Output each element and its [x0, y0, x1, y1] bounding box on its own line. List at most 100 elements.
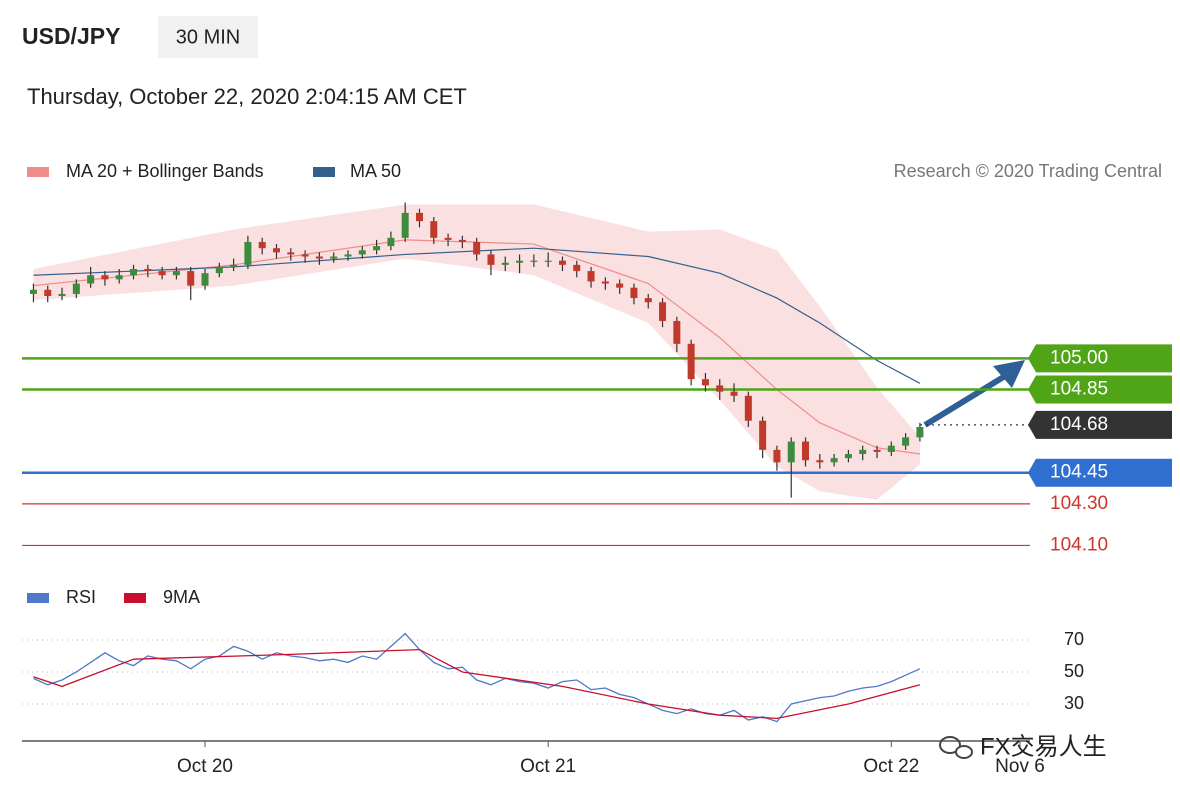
candle-body	[601, 281, 609, 284]
candle-body	[516, 260, 524, 263]
level-tag	[1028, 375, 1172, 404]
candle-body	[744, 395, 752, 421]
candle-body	[530, 260, 538, 262]
candle-body	[101, 275, 109, 280]
legend-swatch	[27, 593, 49, 603]
timestamp: Thursday, October 22, 2020 2:04:15 AM CE…	[27, 84, 467, 109]
candle-body	[630, 287, 638, 299]
candle-body	[130, 268, 138, 276]
candle-body	[72, 283, 80, 294]
forecast-arrowhead	[993, 360, 1025, 388]
candle-body	[29, 289, 37, 294]
candle-body	[687, 343, 695, 380]
candle-body	[230, 264, 238, 267]
level-label: 105.00	[1050, 347, 1108, 368]
candle-body	[115, 275, 123, 280]
x-tick-label: Oct 21	[520, 756, 576, 777]
y-tick-label: 70	[1064, 629, 1084, 649]
level-label: 104.45	[1050, 462, 1108, 483]
candle-body	[844, 453, 852, 459]
candle-body	[830, 458, 838, 463]
candle-body	[444, 237, 452, 240]
candle-body	[716, 385, 724, 392]
candle-body	[158, 271, 166, 276]
candle-body	[287, 252, 295, 255]
candle-body	[787, 441, 795, 463]
candle-body	[887, 445, 895, 452]
candle-body	[616, 283, 624, 288]
candle-body	[244, 241, 252, 265]
legend-swatch	[124, 593, 146, 603]
series-line	[33, 632, 921, 723]
candle-body	[573, 264, 581, 272]
candle-body	[144, 268, 152, 272]
level-tag	[1028, 458, 1172, 487]
candle-body	[587, 271, 595, 282]
x-tick-label: Oct 22	[863, 756, 919, 777]
candle-body	[759, 420, 767, 450]
x-tick-label: Nov 6	[995, 756, 1045, 777]
candle-body	[330, 256, 338, 259]
candle-body	[430, 221, 438, 238]
candle-body	[373, 246, 381, 251]
candle-body	[87, 275, 95, 284]
candle-body	[301, 254, 309, 257]
level-tag	[1028, 410, 1172, 439]
candle-body	[730, 391, 738, 396]
source: Research © 2020 Trading Central	[894, 161, 1162, 181]
level-label: 104.68	[1050, 414, 1108, 435]
candle-body	[273, 248, 281, 253]
candle-body	[344, 254, 352, 257]
ma20-line	[33, 239, 920, 455]
candle-body	[458, 239, 466, 242]
watermark-icon	[939, 736, 973, 759]
candle-body	[315, 256, 323, 259]
legend-label: MA 50	[350, 161, 401, 181]
candle-body	[415, 212, 423, 222]
candle-body	[201, 273, 209, 286]
level-label: 104.30	[1050, 493, 1108, 514]
candle-body	[215, 266, 223, 274]
y-tick-label: 30	[1064, 693, 1084, 713]
forecast-arrow	[923, 370, 1012, 428]
candle-body	[902, 437, 910, 446]
symbol: USD/JPY	[22, 23, 120, 49]
series-line	[33, 648, 921, 720]
candle-body	[58, 293, 66, 297]
legend-swatch	[313, 167, 335, 177]
level-tag	[1028, 344, 1172, 373]
x-tick-label: Oct 20	[177, 756, 233, 777]
bollinger-band	[33, 204, 920, 500]
y-tick-label: 50	[1064, 661, 1084, 681]
candle-body	[387, 237, 395, 247]
candle-body	[859, 449, 867, 454]
candle-body	[673, 320, 681, 344]
legend-label: RSI	[66, 587, 96, 607]
candle-body	[544, 260, 552, 262]
candle-body	[816, 460, 824, 463]
candle-body	[473, 241, 481, 255]
watermark: FX交易人生	[980, 733, 1107, 760]
candle-body	[873, 449, 881, 452]
interval: 30 MIN	[176, 26, 240, 48]
level-label: 104.10	[1050, 534, 1108, 555]
candle-body	[802, 441, 810, 461]
candle-body	[358, 250, 366, 255]
candle-body	[44, 289, 52, 297]
candle-body	[659, 302, 667, 321]
candle-body	[401, 212, 409, 238]
candle-body	[701, 379, 709, 386]
candle-body	[501, 262, 509, 265]
legend-swatch	[27, 167, 49, 177]
candle-body	[258, 241, 266, 249]
candle-body	[558, 260, 566, 265]
candle-body	[172, 271, 180, 276]
candle-body	[187, 271, 195, 286]
legend-label: MA 20 + Bollinger Bands	[66, 161, 264, 181]
candle-body	[773, 449, 781, 463]
legend-label: 9MA	[163, 587, 200, 607]
candle-body	[487, 254, 495, 265]
interval-box	[158, 16, 258, 58]
